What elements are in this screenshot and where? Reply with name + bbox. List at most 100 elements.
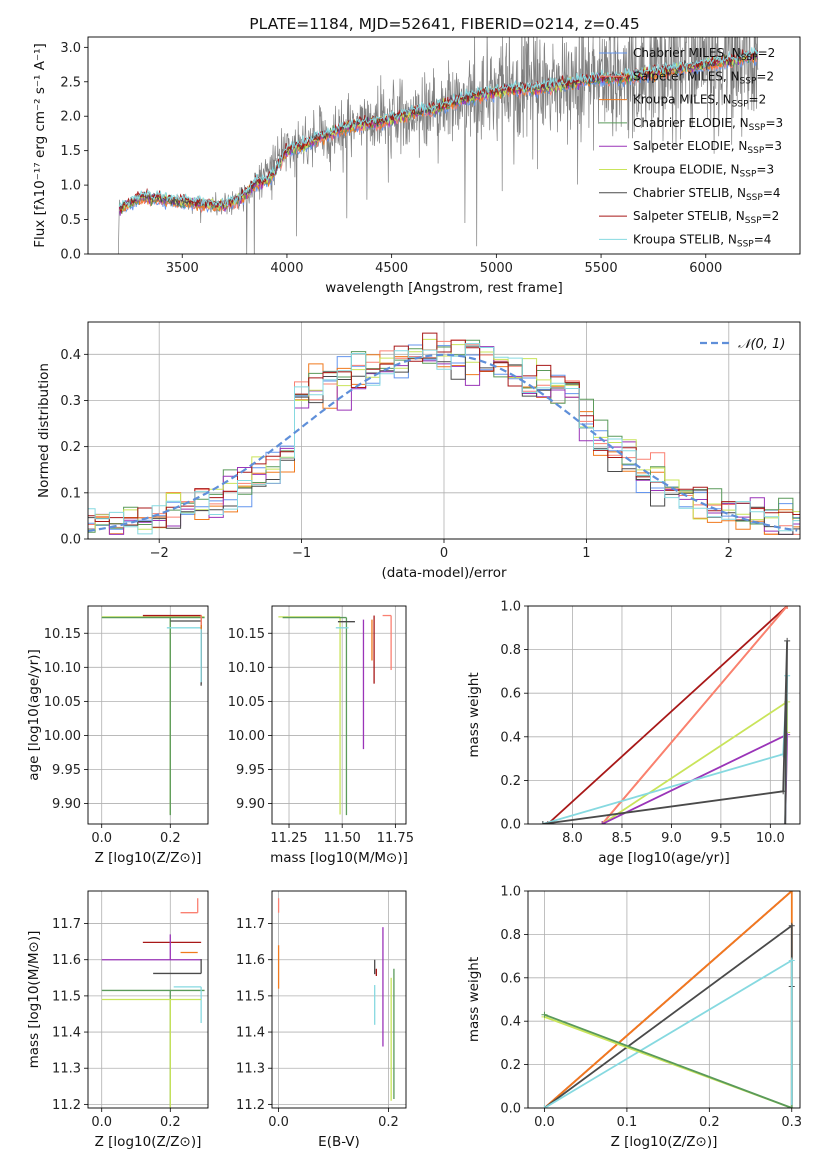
x-tick-label: 5000 xyxy=(480,261,513,276)
legend-entry: Kroupa STELIB, NSSP=4 xyxy=(633,232,771,249)
x-tick-label: 0.2 xyxy=(699,1115,720,1130)
legend-entry-value: =3 xyxy=(764,139,782,153)
plot-area-residuals xyxy=(88,332,800,535)
weight-marker xyxy=(599,821,606,824)
panel-residuals: −2 −1 0 1 2 0.0 0.1 0.2 0.3 0.4 (data-model)/error… xyxy=(36,321,801,581)
y-tick-label: 11.3 xyxy=(236,1062,265,1077)
y-tick-label: 11.4 xyxy=(236,1026,265,1041)
legend-entry-subscript: SSP xyxy=(740,170,757,180)
y-tick-label: 0.8 xyxy=(500,928,521,943)
weight-line-salpeter-miles xyxy=(601,606,788,824)
y-tick-label: 10.10 xyxy=(228,661,265,676)
x-tick-label: 10.0 xyxy=(756,831,785,846)
y-tick-label: 10.15 xyxy=(44,627,81,642)
y-axis-label: Normed distribution xyxy=(36,363,52,498)
y-tick-label: 0.2 xyxy=(60,440,81,455)
legend-entry-text: Kroupa MILES, N xyxy=(633,93,732,107)
panel-mass-vs-EBV: 0.0 0.2 11.2 11.3 11.4 11.5 11.6 11.7 E(B-V) xyxy=(236,890,407,1150)
y-tick-label: 0.1 xyxy=(60,486,81,501)
axes-frame xyxy=(271,605,407,825)
x-axis-label: wavelength [Angstrom, rest frame] xyxy=(325,280,563,296)
weight-marker xyxy=(539,821,546,824)
axes-frame xyxy=(527,605,801,825)
x-tick-label: 0.0 xyxy=(534,1115,555,1130)
y-tick-label: 1.0 xyxy=(500,600,521,615)
y-tick-label: 9.90 xyxy=(236,797,265,812)
x-tick-label: 5500 xyxy=(585,261,618,276)
x-axis-label: Z [log10(Z/Z⊙)] xyxy=(95,1134,202,1150)
axes-frame xyxy=(271,890,407,1109)
axes-frame xyxy=(87,36,801,255)
panel-age-vs-mass: 11.25 11.50 11.75 9.90 9.95 10.00 10.05 10.10 10… xyxy=(228,605,414,866)
legend-entry-subscript: SSP xyxy=(741,53,758,63)
weight-marker xyxy=(541,1011,548,1018)
model-line-kroupa-stelib xyxy=(118,47,759,208)
hist-step-salpeter-stelib xyxy=(88,332,800,528)
figure-title: PLATE=1184, MJD=52641, FIBERID=0214, z=0… xyxy=(249,15,639,33)
plot-area-age-vs-Z xyxy=(101,614,205,816)
y-tick-label: 11.4 xyxy=(52,1026,81,1041)
legend-entry-text: Salpeter ELODIE, N xyxy=(633,139,747,153)
x-axis-label: Z [log10(Z/Z⊙)] xyxy=(611,1134,718,1150)
legend-entry-value: =3 xyxy=(756,163,774,177)
y-tick-label: 9.95 xyxy=(52,763,81,778)
y-tick-label: 0.2 xyxy=(500,774,521,789)
plot-area-weight-vs-age xyxy=(539,606,791,824)
y-tick-label: 0.0 xyxy=(60,248,81,263)
y-tick-label: 0.6 xyxy=(500,687,521,702)
y-tick-label: 11.7 xyxy=(52,917,81,932)
panel-spectrum: 3500 4000 4500 5000 5500 6000 0.0 0.5 1.0 1.5 2.0 2… xyxy=(32,36,801,296)
weight-marker xyxy=(780,788,787,795)
y-tick-label: 0.4 xyxy=(500,730,521,745)
x-tick-label: −1 xyxy=(292,546,311,561)
y-tick-label: 10.00 xyxy=(44,729,81,744)
y-axis-label: mass weight xyxy=(466,672,482,757)
legend-entry-text: Kroupa STELIB, N xyxy=(633,232,737,246)
x-tick-label: 9.5 xyxy=(711,831,732,846)
legend-entry-subscript: SSP xyxy=(737,239,754,249)
x-tick-label: 11.75 xyxy=(377,831,414,846)
legend-entry: Kroupa ELODIE, NSSP=3 xyxy=(633,163,774,180)
axes-frame xyxy=(87,605,209,825)
weight-marker xyxy=(782,821,789,824)
y-tick-label: 11.3 xyxy=(52,1062,81,1077)
x-tick-label: 1 xyxy=(582,546,590,561)
normal-curve xyxy=(88,353,798,532)
y-axis-label: mass weight xyxy=(466,957,482,1042)
y-tick-label: 11.5 xyxy=(52,989,81,1004)
weight-marker xyxy=(788,891,795,894)
y-tick-label: 10.10 xyxy=(44,661,81,676)
legend-entry-normal: 𝒩(0, 1) xyxy=(738,337,785,352)
legend-entry-subscript: SSP xyxy=(746,193,763,203)
legend-entry-text: Chabrier ELODIE, N xyxy=(633,116,749,130)
axes-frame xyxy=(87,321,801,540)
model-line-kroupa-elodie xyxy=(119,49,759,212)
x-tick-label: 6000 xyxy=(689,261,722,276)
y-tick-label: 0.0 xyxy=(500,818,521,833)
weight-marker xyxy=(788,922,795,929)
plot-area-mass-vs-EBV xyxy=(277,898,395,1101)
legend-entry-text: Chabrier MILES, N xyxy=(633,46,741,60)
x-tick-label: 11.50 xyxy=(324,831,361,846)
y-tick-label: 11.6 xyxy=(52,953,81,968)
y-tick-label: 0.6 xyxy=(500,971,521,986)
x-tick-label: 0.2 xyxy=(378,1115,399,1130)
weight-marker xyxy=(784,606,791,609)
y-tick-label: 10.05 xyxy=(44,695,81,710)
legend-entry: Chabrier ELODIE, NSSP=3 xyxy=(633,116,783,133)
legend-entry-value: =2 xyxy=(749,93,767,107)
x-tick-label: 0.3 xyxy=(781,1115,802,1130)
y-tick-label: 10.00 xyxy=(228,729,265,744)
legend-entry-value: =3 xyxy=(765,116,783,130)
x-tick-label: 0.2 xyxy=(160,831,181,846)
legend-entry-text: Chabrier STELIB, N xyxy=(633,186,746,200)
legend-entry-value: =4 xyxy=(754,232,772,246)
y-tick-label: 1.0 xyxy=(60,179,81,194)
weight-line-chabrier-elodie xyxy=(544,1013,793,1108)
legend-entry-value: =2 xyxy=(756,69,774,83)
y-tick-label: 1.0 xyxy=(500,885,521,900)
y-tick-label: 0.4 xyxy=(500,1015,521,1030)
axes-frame xyxy=(527,890,801,1109)
y-tick-label: 0.3 xyxy=(60,394,81,409)
